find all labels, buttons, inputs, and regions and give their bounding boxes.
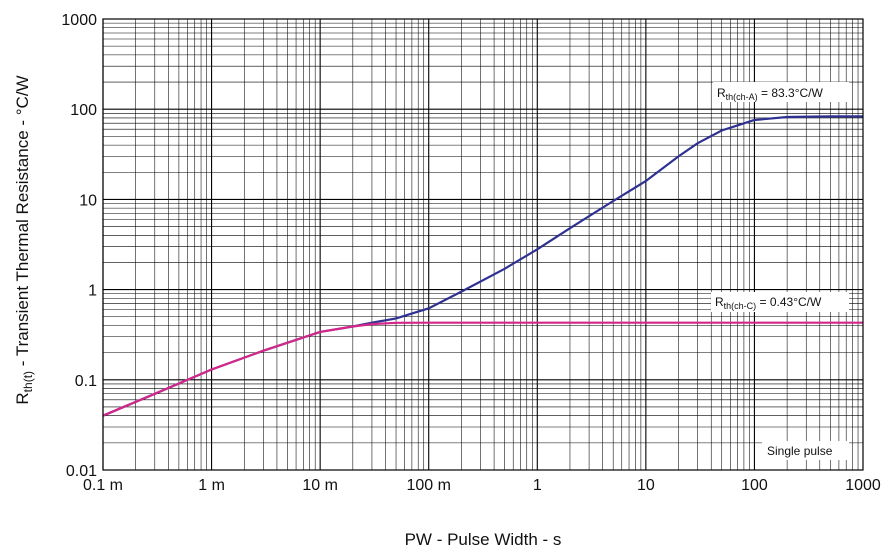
y-axis-title: Rth(t) - Transient Thermal Resistance - … bbox=[13, 75, 35, 404]
y-axis-title-rest: - Transient Thermal Resistance - °C/W bbox=[13, 75, 32, 371]
y-axis-title-sub: th(t) bbox=[21, 371, 35, 392]
series-layer bbox=[102, 115, 863, 417]
x-tick-label: 10 bbox=[637, 477, 655, 494]
y-tick-label: 10 bbox=[79, 192, 97, 209]
annotation-ch-c-main: R bbox=[715, 295, 724, 309]
y-tick-labels: 0.01 0.1 1 10 100 1000 bbox=[61, 12, 97, 480]
annotation-ch-a: Rth(ch-A) = 83.3°C/W bbox=[717, 86, 824, 102]
annotation-ch-a-main: R bbox=[717, 86, 726, 100]
plot-frame bbox=[102, 18, 864, 471]
annotation-ch-c-box bbox=[711, 292, 849, 312]
annotation-single-pulse: Single pulse bbox=[767, 444, 833, 458]
annotation-ch-a-box bbox=[713, 82, 849, 102]
x-tick-label: 100 m bbox=[406, 477, 450, 494]
y-tick-label: 0.1 bbox=[75, 373, 97, 390]
annotation-ch-c: Rth(ch-C) = 0.43°C/W bbox=[715, 295, 822, 311]
y-tick-label: 1 bbox=[88, 283, 97, 300]
x-tick-label: 1 m bbox=[198, 477, 225, 494]
x-tick-label: 10 m bbox=[302, 477, 338, 494]
x-tick-label: 100 bbox=[741, 477, 768, 494]
y-tick-label: 0.01 bbox=[66, 463, 97, 480]
annotation-single-pulse-box bbox=[762, 441, 849, 460]
x-tick-labels: 0.1 m 1 m 10 m 100 m 1 10 100 1000 bbox=[83, 477, 881, 494]
annotation-ch-c-rest: = 0.43°C/W bbox=[756, 295, 822, 309]
x-tick-label: 0.1 m bbox=[83, 477, 123, 494]
x-tick-label: 1 bbox=[533, 477, 542, 494]
x-tick-label: 1000 bbox=[845, 477, 881, 494]
y-tick-label: 1000 bbox=[61, 12, 97, 29]
y-tick-label: 100 bbox=[70, 102, 97, 119]
annotation-ch-a-sub: th(ch-A) bbox=[726, 92, 758, 102]
annotation-ch-a-rest: = 83.3°C/W bbox=[758, 86, 824, 100]
series-line-channel-case bbox=[102, 321, 863, 417]
x-axis-title: PW - Pulse Width - s bbox=[405, 530, 562, 549]
annotation-ch-c-sub: th(ch-C) bbox=[724, 301, 757, 311]
y-axis-title-main: R bbox=[13, 392, 32, 404]
